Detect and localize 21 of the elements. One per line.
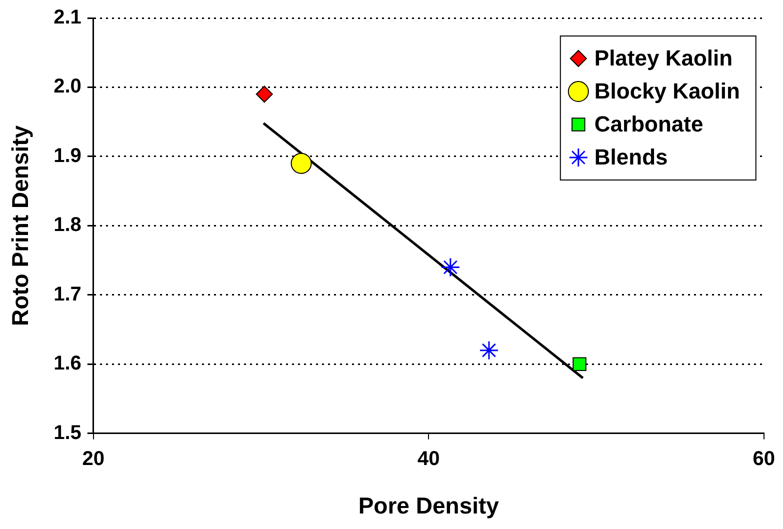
- y-tick-label: 1.7: [54, 283, 82, 306]
- x-tick-label: 60: [752, 448, 775, 470]
- y-tick-label: 1.5: [54, 422, 82, 444]
- point: [256, 86, 273, 103]
- y-tick-label: 2.1: [54, 6, 82, 29]
- legend-label: Blends: [594, 144, 668, 170]
- y-tick-label: 1.9: [54, 144, 82, 167]
- y-tick-label: 1.6: [54, 352, 82, 375]
- y-tick-label: 2.0: [54, 76, 82, 98]
- point: [290, 152, 312, 174]
- legend-label: Blocky Kaolin: [594, 78, 740, 104]
- legend-label: Carbonate: [594, 112, 704, 137]
- x-axis-title: Pore Density: [358, 492, 500, 519]
- x-tick-label: 20: [82, 448, 105, 470]
- point: [572, 357, 586, 372]
- x-tick-label: 40: [418, 448, 440, 470]
- y-axis-title: Roto Print Density: [7, 125, 34, 326]
- point: [440, 257, 460, 277]
- y-tick-label: 1.8: [54, 214, 82, 236]
- point: [479, 340, 499, 360]
- legend-label: Platey Kaolin: [594, 46, 733, 71]
